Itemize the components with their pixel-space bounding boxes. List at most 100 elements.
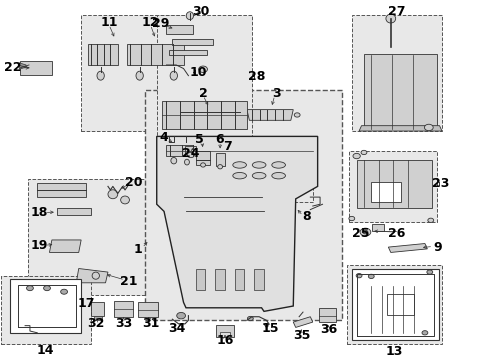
Text: 30: 30 — [191, 5, 209, 18]
Polygon shape — [138, 302, 158, 317]
Bar — [215, 153, 224, 166]
Ellipse shape — [271, 162, 285, 168]
Ellipse shape — [217, 165, 222, 169]
Bar — [215, 269, 224, 290]
Text: 33: 33 — [115, 317, 132, 330]
Polygon shape — [356, 159, 431, 208]
Text: 23: 23 — [431, 177, 448, 190]
Text: 8: 8 — [302, 210, 310, 223]
Ellipse shape — [200, 163, 205, 167]
Text: 34: 34 — [168, 322, 185, 335]
Ellipse shape — [186, 12, 193, 20]
Bar — [0, 276, 91, 343]
Ellipse shape — [184, 159, 189, 165]
Ellipse shape — [362, 230, 367, 234]
Polygon shape — [19, 63, 26, 69]
Ellipse shape — [232, 162, 246, 168]
Bar — [254, 269, 264, 290]
Bar — [348, 151, 436, 222]
Bar — [166, 25, 193, 34]
Text: 35: 35 — [293, 329, 310, 342]
Text: 19: 19 — [31, 239, 48, 252]
Polygon shape — [57, 208, 91, 215]
Polygon shape — [161, 101, 246, 129]
Text: 27: 27 — [387, 5, 405, 18]
Ellipse shape — [352, 153, 360, 159]
Text: 16: 16 — [216, 334, 233, 347]
Text: 12: 12 — [142, 16, 159, 29]
Polygon shape — [358, 126, 441, 131]
Text: 15: 15 — [261, 322, 279, 335]
Polygon shape — [363, 54, 436, 129]
Bar — [169, 50, 207, 55]
Ellipse shape — [108, 190, 118, 199]
Bar — [370, 182, 400, 202]
Bar — [215, 325, 234, 337]
Text: 13: 13 — [385, 345, 403, 358]
Polygon shape — [166, 145, 193, 156]
Text: 17: 17 — [77, 297, 95, 310]
Polygon shape — [127, 44, 183, 65]
Text: 1: 1 — [134, 243, 142, 256]
Text: 36: 36 — [319, 323, 336, 337]
Text: 29: 29 — [152, 17, 169, 30]
Polygon shape — [246, 109, 293, 120]
Text: 26: 26 — [387, 227, 405, 240]
Text: 24: 24 — [182, 147, 199, 160]
Ellipse shape — [26, 286, 33, 291]
Polygon shape — [351, 269, 438, 340]
Ellipse shape — [187, 152, 194, 158]
Ellipse shape — [421, 330, 427, 335]
Text: 28: 28 — [247, 70, 264, 83]
Ellipse shape — [360, 150, 366, 154]
Text: 21: 21 — [120, 275, 137, 288]
Polygon shape — [387, 243, 427, 252]
Polygon shape — [114, 301, 133, 317]
Text: 20: 20 — [124, 176, 142, 189]
Ellipse shape — [385, 14, 395, 23]
Polygon shape — [91, 302, 104, 316]
Text: 32: 32 — [87, 317, 105, 330]
Polygon shape — [10, 279, 81, 333]
Bar — [144, 90, 341, 320]
Ellipse shape — [271, 172, 285, 179]
Ellipse shape — [348, 216, 354, 221]
Bar — [20, 61, 52, 75]
Bar — [171, 39, 213, 45]
Bar — [195, 269, 205, 290]
Ellipse shape — [61, 289, 67, 294]
Bar — [227, 154, 312, 202]
Ellipse shape — [170, 71, 177, 80]
Ellipse shape — [198, 66, 207, 72]
Polygon shape — [181, 109, 239, 115]
Ellipse shape — [294, 113, 300, 117]
Bar — [157, 15, 251, 136]
Polygon shape — [157, 136, 317, 311]
Polygon shape — [293, 317, 312, 328]
Text: 10: 10 — [189, 66, 206, 78]
Ellipse shape — [97, 71, 104, 80]
Text: 14: 14 — [37, 344, 54, 357]
Text: 7: 7 — [223, 140, 231, 153]
Ellipse shape — [355, 274, 361, 278]
Ellipse shape — [359, 228, 370, 236]
Bar — [386, 293, 413, 315]
Text: 31: 31 — [142, 317, 159, 330]
Polygon shape — [76, 269, 108, 283]
Bar — [81, 15, 193, 131]
Bar — [185, 146, 196, 154]
Text: 6: 6 — [214, 134, 223, 147]
Ellipse shape — [232, 172, 246, 179]
Text: 22: 22 — [4, 61, 21, 74]
Ellipse shape — [136, 71, 143, 80]
Ellipse shape — [426, 270, 432, 274]
Polygon shape — [88, 44, 118, 65]
Ellipse shape — [121, 196, 129, 204]
Ellipse shape — [252, 162, 265, 168]
Bar — [195, 151, 210, 165]
Bar — [234, 269, 244, 290]
Bar — [351, 15, 441, 131]
Ellipse shape — [367, 274, 373, 279]
Text: 4: 4 — [160, 131, 168, 144]
Text: 2: 2 — [198, 87, 207, 100]
